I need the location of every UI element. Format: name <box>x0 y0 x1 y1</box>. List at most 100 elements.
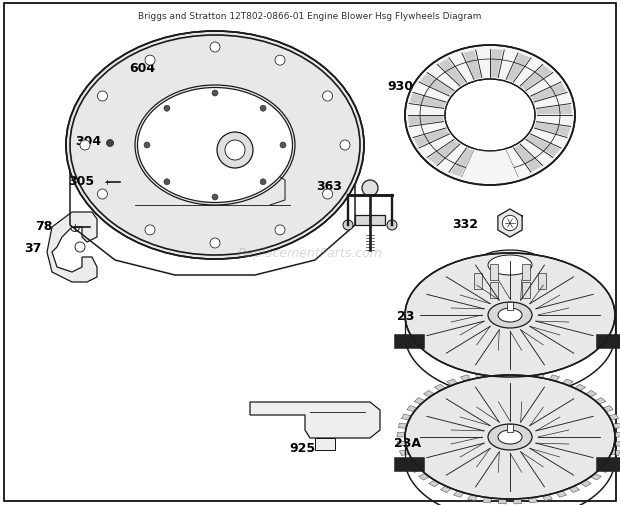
Polygon shape <box>528 497 538 503</box>
Polygon shape <box>414 398 425 405</box>
Bar <box>490 282 498 298</box>
Polygon shape <box>397 432 405 437</box>
Polygon shape <box>585 391 596 397</box>
Circle shape <box>97 189 107 199</box>
Polygon shape <box>580 480 591 487</box>
Circle shape <box>217 133 253 169</box>
Polygon shape <box>534 123 570 137</box>
Circle shape <box>275 225 285 235</box>
Polygon shape <box>408 117 443 126</box>
Polygon shape <box>404 459 414 464</box>
Polygon shape <box>397 441 406 446</box>
Circle shape <box>210 43 220 53</box>
Circle shape <box>343 221 353 231</box>
Circle shape <box>179 163 185 169</box>
Circle shape <box>147 65 153 71</box>
Polygon shape <box>513 498 522 504</box>
Polygon shape <box>463 51 481 80</box>
Ellipse shape <box>475 250 545 280</box>
Text: 930: 930 <box>387 79 413 92</box>
Ellipse shape <box>445 80 535 152</box>
Circle shape <box>75 242 85 252</box>
Polygon shape <box>590 474 601 480</box>
Text: 304: 304 <box>75 134 101 147</box>
Polygon shape <box>491 50 503 78</box>
Polygon shape <box>609 414 619 420</box>
Bar <box>355 216 385 226</box>
Circle shape <box>212 91 218 97</box>
Polygon shape <box>428 141 459 166</box>
Polygon shape <box>409 94 446 109</box>
Text: 604: 604 <box>129 62 155 74</box>
Ellipse shape <box>488 256 532 275</box>
Circle shape <box>225 141 245 161</box>
Polygon shape <box>611 450 620 456</box>
Circle shape <box>80 141 90 150</box>
Polygon shape <box>498 498 507 504</box>
Polygon shape <box>453 491 464 497</box>
Bar <box>538 274 546 289</box>
Polygon shape <box>440 486 451 492</box>
Polygon shape <box>514 145 542 172</box>
Polygon shape <box>526 135 560 157</box>
Circle shape <box>362 181 378 196</box>
Circle shape <box>210 238 220 248</box>
Polygon shape <box>506 370 514 375</box>
Circle shape <box>275 56 285 66</box>
Bar <box>315 438 335 450</box>
Polygon shape <box>482 497 492 503</box>
Polygon shape <box>542 494 552 501</box>
Ellipse shape <box>138 88 293 203</box>
Polygon shape <box>160 67 168 78</box>
Polygon shape <box>120 76 185 146</box>
Text: 37: 37 <box>25 241 42 254</box>
Polygon shape <box>461 149 519 184</box>
Circle shape <box>260 106 266 112</box>
Polygon shape <box>150 69 158 80</box>
Bar <box>490 265 498 281</box>
Polygon shape <box>420 74 453 96</box>
Polygon shape <box>562 379 573 386</box>
Text: Briggs and Stratton 12T802-0866-01 Engine Blower Hsg Flywheels Diagram: Briggs and Stratton 12T802-0866-01 Engin… <box>138 12 482 21</box>
Bar <box>394 457 423 471</box>
Circle shape <box>340 141 350 150</box>
Circle shape <box>179 158 185 164</box>
Circle shape <box>212 194 218 200</box>
Polygon shape <box>490 371 499 376</box>
Polygon shape <box>498 210 522 237</box>
Circle shape <box>322 92 332 102</box>
Ellipse shape <box>488 424 532 450</box>
Text: 78: 78 <box>35 219 52 232</box>
Ellipse shape <box>480 288 540 309</box>
Text: 23: 23 <box>397 309 414 322</box>
Polygon shape <box>250 402 380 438</box>
Polygon shape <box>450 149 473 177</box>
Polygon shape <box>507 54 529 83</box>
Polygon shape <box>603 406 613 412</box>
Polygon shape <box>595 398 606 405</box>
Polygon shape <box>521 371 529 376</box>
Polygon shape <box>521 66 552 91</box>
Circle shape <box>145 225 155 235</box>
Circle shape <box>322 189 332 199</box>
Polygon shape <box>467 494 477 501</box>
Ellipse shape <box>488 302 532 328</box>
Text: 564: 564 <box>164 179 190 192</box>
Ellipse shape <box>405 254 615 377</box>
Polygon shape <box>47 213 97 282</box>
Polygon shape <box>418 474 430 480</box>
Polygon shape <box>140 72 148 83</box>
Polygon shape <box>398 423 407 429</box>
Polygon shape <box>477 153 489 182</box>
Bar <box>474 274 482 289</box>
Text: 23A: 23A <box>394 437 421 449</box>
Polygon shape <box>615 432 620 437</box>
Polygon shape <box>575 384 586 391</box>
Polygon shape <box>438 59 466 86</box>
Bar <box>522 282 530 298</box>
Text: 455: 455 <box>434 269 460 282</box>
Circle shape <box>164 179 170 185</box>
Circle shape <box>164 106 170 112</box>
Polygon shape <box>407 406 417 412</box>
Ellipse shape <box>498 430 522 444</box>
